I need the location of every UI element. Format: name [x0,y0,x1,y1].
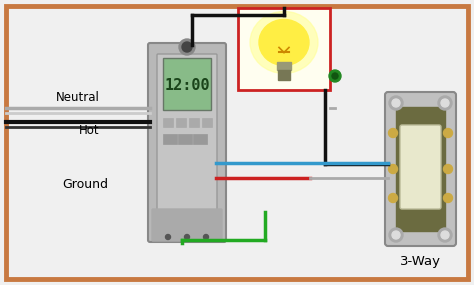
Bar [277,62,291,70]
Bar [238,8,330,90]
FancyBboxPatch shape [157,54,217,231]
Bar [176,118,186,127]
Circle shape [441,99,449,107]
Bar [163,134,177,144]
Text: 12:00: 12:00 [164,78,210,93]
Circle shape [438,96,452,110]
Circle shape [444,129,453,137]
Circle shape [438,228,452,242]
Circle shape [389,129,398,137]
Bar [193,134,207,144]
Circle shape [444,164,453,174]
FancyBboxPatch shape [148,43,226,242]
Circle shape [332,73,338,79]
Circle shape [441,231,449,239]
Bar [163,58,211,110]
Circle shape [203,235,209,239]
FancyBboxPatch shape [385,92,456,246]
Text: Hot: Hot [79,124,100,137]
Circle shape [182,42,192,52]
Text: Neutral: Neutral [56,91,100,104]
FancyBboxPatch shape [152,209,222,241]
Circle shape [389,228,403,242]
Circle shape [392,231,400,239]
Bar [189,118,199,127]
Text: Ground: Ground [62,178,108,192]
Circle shape [444,194,453,203]
Circle shape [389,164,398,174]
Circle shape [389,96,403,110]
Bar [396,107,445,231]
Bar [278,70,290,80]
Ellipse shape [250,11,318,74]
Circle shape [184,235,190,239]
Circle shape [179,39,195,55]
Bar [202,118,212,127]
Circle shape [392,99,400,107]
Circle shape [165,235,171,239]
Bar [178,134,192,144]
Bar [163,118,173,127]
FancyBboxPatch shape [400,125,441,209]
Circle shape [329,70,341,82]
Text: 3-Way: 3-Way [400,255,441,268]
Circle shape [389,194,398,203]
Ellipse shape [259,19,309,66]
